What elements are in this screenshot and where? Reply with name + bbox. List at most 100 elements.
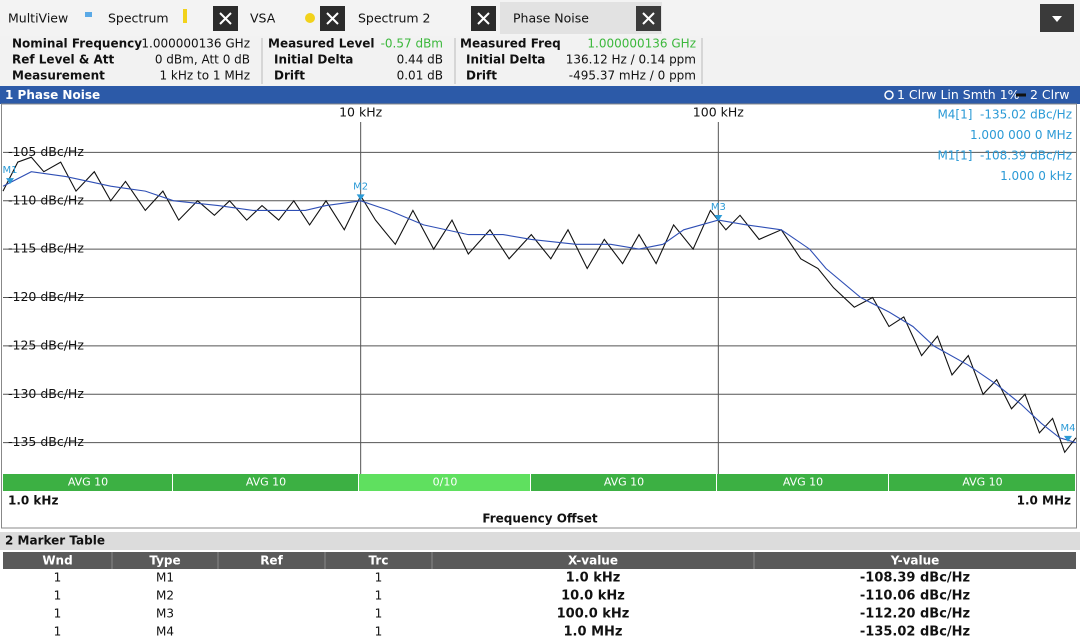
tab-icon <box>183 9 187 23</box>
tab-icon <box>85 12 92 17</box>
info-label: Initial Delta <box>466 53 545 67</box>
column-header: Wnd <box>42 554 72 568</box>
table-title-bar <box>0 532 1080 550</box>
table-cell: 1 <box>375 571 383 585</box>
window-title: 1 Phase Noise <box>5 88 100 102</box>
avg-label: AVG 10 <box>246 476 286 489</box>
y-tick-label: -120 dBc/Hz <box>8 289 84 304</box>
avg-segment <box>889 474 1075 491</box>
table-cell: 100.0 kHz <box>557 607 630 622</box>
trace <box>2 171 1077 444</box>
info-label: Measured Freq <box>460 37 561 51</box>
table-title: 2 Marker Table <box>5 534 105 548</box>
legend-entry: 1 Clrw Lin Smth 1% <box>897 87 1020 102</box>
x-stop-label: 1.0 MHz <box>1017 494 1071 508</box>
info-value: 136.12 Hz / 0.14 ppm <box>566 53 696 67</box>
y-tick-label: -110 dBc/Hz <box>8 192 84 207</box>
marker <box>714 215 723 222</box>
info-label: Measured Level <box>268 37 375 51</box>
table-cell: M2 <box>156 589 174 603</box>
marker-readout: 1.000 0 kHz <box>1000 169 1072 183</box>
y-tick-label: -125 dBc/Hz <box>8 337 84 352</box>
x-tick-label: 10 kHz <box>339 105 383 120</box>
avg-segment <box>173 474 358 491</box>
table-header <box>3 552 1076 569</box>
info-label: Drift <box>274 69 305 83</box>
avg-label: AVG 10 <box>68 476 108 489</box>
close-icon <box>326 12 339 25</box>
active-tab[interactable] <box>500 2 662 34</box>
table-cell: 1 <box>375 589 383 603</box>
column-header: Trc <box>369 554 389 568</box>
table-cell: 1 <box>54 571 62 585</box>
column-header: X-value <box>568 554 618 568</box>
marker-label: M2 <box>353 181 368 192</box>
plot-frame <box>1 103 1077 529</box>
marker-label: M3 <box>711 202 726 213</box>
info-label: Ref Level & Att <box>12 53 114 67</box>
y-tick-label: -105 dBc/Hz <box>8 144 84 159</box>
info-value: 1.000000136 GHz <box>141 37 250 51</box>
avg-segment <box>359 474 530 491</box>
info-value: 0.01 dB <box>397 69 443 83</box>
table-cell: M3 <box>156 607 174 621</box>
y-tick-label: -135 dBc/Hz <box>8 434 84 449</box>
y-tick-label: -115 dBc/Hz <box>8 241 84 256</box>
tab-label[interactable]: Spectrum <box>108 11 169 26</box>
marker-readout: M1[1] -108.39 dBc/Hz <box>937 149 1072 163</box>
info-value: 1.000000136 GHz <box>587 37 696 51</box>
table-cell: M1 <box>156 571 174 585</box>
tab-label[interactable]: Phase Noise <box>513 11 589 26</box>
info-panel <box>0 36 1080 86</box>
legend-entry: 2 Clrw <box>1030 87 1070 102</box>
table-cell: -110.06 dBc/Hz <box>860 589 970 604</box>
tab-label[interactable]: VSA <box>250 11 276 26</box>
x-tick-label: 100 kHz <box>693 105 744 120</box>
table-cell: 1.0 MHz <box>564 625 623 640</box>
table-cell: 1 <box>54 607 62 621</box>
legend-icon <box>884 90 894 100</box>
close-icon <box>642 12 655 25</box>
info-label: Measurement <box>12 69 105 83</box>
trace <box>2 156 1077 454</box>
table-cell: -112.20 dBc/Hz <box>860 607 970 622</box>
column-header: Type <box>149 554 180 568</box>
marker <box>356 194 365 201</box>
table-cell: 10.0 kHz <box>561 589 625 604</box>
tab-icon <box>305 13 315 23</box>
table-cell: 1.0 kHz <box>566 571 621 586</box>
column-header: Y-value <box>890 554 940 568</box>
marker-readout: M4[1] -135.02 dBc/Hz <box>937 108 1072 122</box>
x-start-label: 1.0 kHz <box>8 494 58 508</box>
tab-label[interactable]: Spectrum 2 <box>358 11 431 26</box>
marker-label: M1 <box>3 165 18 176</box>
avg-label: AVG 10 <box>962 476 1002 489</box>
avg-segment <box>531 474 716 491</box>
info-label: Initial Delta <box>274 53 353 67</box>
info-value: 0.44 dB <box>397 53 443 67</box>
table-cell: -108.39 dBc/Hz <box>860 571 970 586</box>
avg-segment <box>3 474 172 491</box>
table-cell: -135.02 dBc/Hz <box>860 625 970 640</box>
marker-label: M4 <box>1061 423 1076 434</box>
tab-label[interactable]: MultiView <box>8 11 68 26</box>
avg-segment <box>717 474 888 491</box>
info-value: 0 dBm, Att 0 dB <box>155 53 250 67</box>
marker <box>1064 435 1072 442</box>
avg-label: 0/10 <box>433 476 458 489</box>
info-label: Drift <box>466 69 497 83</box>
marker-readout: 1.000 000 0 MHz <box>970 128 1072 142</box>
avg-label: AVG 10 <box>783 476 823 489</box>
column-header: Ref <box>260 554 283 568</box>
window-title-bar <box>0 86 1080 104</box>
info-label: Nominal Frequency <box>12 37 142 51</box>
info-value: -0.57 dBm <box>381 37 443 51</box>
y-tick-label: -130 dBc/Hz <box>8 386 84 401</box>
marker <box>6 178 14 185</box>
table-cell: 1 <box>375 625 383 639</box>
close-icon <box>477 12 490 25</box>
close-icon <box>219 12 232 25</box>
info-value: 1 kHz to 1 MHz <box>159 69 250 83</box>
